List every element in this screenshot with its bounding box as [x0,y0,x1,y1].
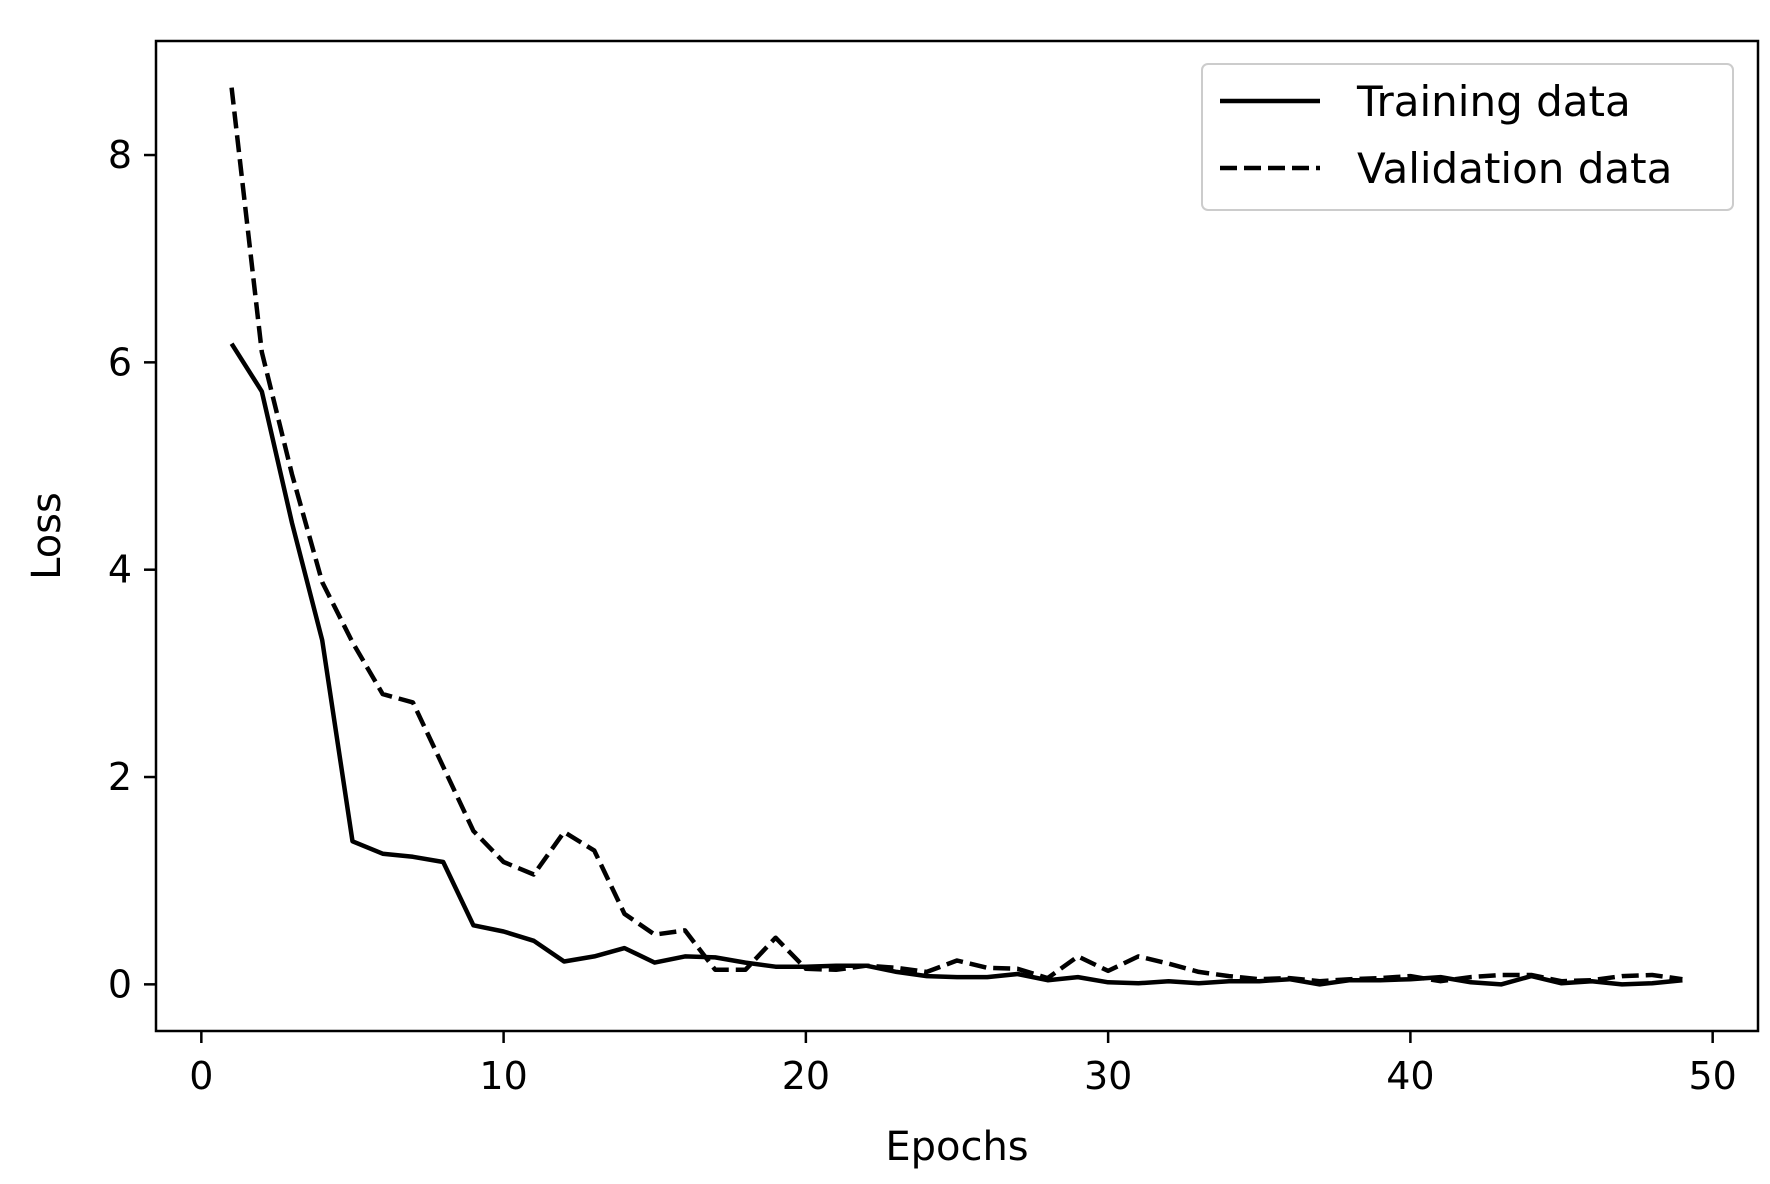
y-tick-label: 4 [108,548,132,592]
x-tick-label: 40 [1386,1054,1434,1098]
plot-frame [154,39,1760,1033]
y-tick-label: 0 [108,962,132,1006]
x-tick-label: 30 [1084,1054,1132,1098]
x-tick-label: 50 [1688,1054,1736,1098]
legend-label-validation: Validation data [1357,144,1672,193]
y-axis-label: Loss [24,492,70,580]
y-tick-label: 6 [108,340,132,384]
y-tick-label: 8 [108,133,132,177]
legend-box [1201,63,1734,211]
legend: Training data Validation data [1201,63,1734,211]
y-tick-label: 2 [108,755,132,799]
validation-loss-line [229,87,1683,984]
x-axis-label: Epochs [885,1124,1028,1170]
x-tick-label: 10 [479,1054,527,1098]
plot-series [229,87,1683,987]
x-axis-ticks: 0 10 20 30 40 50 [189,1031,1737,1098]
legend-label-training: Training data [1356,77,1631,126]
x-tick-label: 20 [782,1054,830,1098]
training-loss-line [229,342,1683,987]
x-tick-label: 0 [189,1054,213,1098]
y-axis-ticks: 0 2 4 6 8 [108,133,156,1006]
